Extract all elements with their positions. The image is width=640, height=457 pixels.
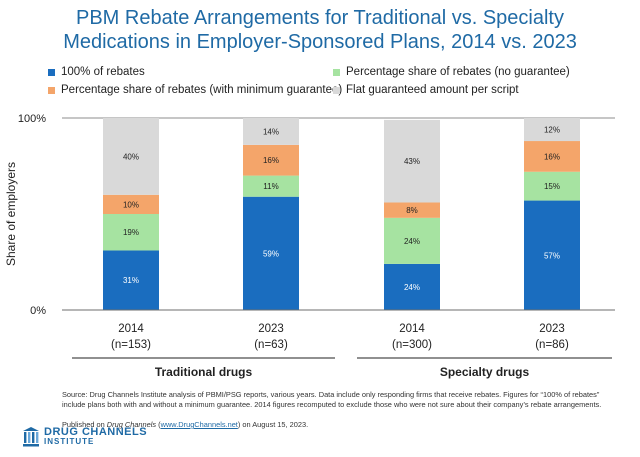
- legend-item-minimum-guarantee: Percentage share of rebates (with minimu…: [48, 84, 342, 96]
- bar-segment: [384, 202, 440, 218]
- data-label: 59%: [263, 249, 279, 258]
- title-line-2: Medications in Employer-Sponsored Plans,…: [63, 31, 577, 53]
- x-tick-label-year: 2014: [118, 323, 144, 335]
- data-label: 24%: [404, 237, 420, 246]
- bar-segment: [243, 144, 299, 176]
- data-label: 57%: [544, 251, 560, 260]
- x-tick-label-year: 2014: [399, 323, 425, 335]
- legend-item-100-percent: 100% of rebates: [48, 66, 145, 78]
- y-axis-label: Share of employers: [4, 162, 18, 266]
- data-label: 10%: [123, 200, 139, 209]
- bar-segment: [524, 171, 580, 201]
- bar-segment: [103, 214, 159, 251]
- data-label: 24%: [404, 283, 420, 292]
- bar-segment: [524, 118, 580, 142]
- legend-item-flat-amount: Flat guaranteed amount per script: [333, 84, 519, 96]
- bar-segment: [524, 200, 580, 310]
- legend-swatch: [48, 68, 55, 76]
- logo-line-2: INSTITUTE: [44, 437, 95, 446]
- x-tick-label-n: (n=153): [111, 339, 151, 351]
- data-label: 31%: [123, 276, 139, 285]
- bar-segment: [524, 141, 580, 172]
- bar-segment: [243, 175, 299, 197]
- x-tick-label-year: 2023: [258, 323, 284, 335]
- bar-segment: [384, 119, 440, 203]
- data-label: 19%: [123, 228, 139, 237]
- bar-segment: [103, 250, 159, 310]
- published-note: Published on Drug Channels (www.DrugChan…: [62, 420, 309, 429]
- legend-label: Percentage share of rebates (no guarante…: [346, 66, 570, 78]
- data-label: 40%: [123, 152, 139, 161]
- legend-item-no-guarantee: Percentage share of rebates (no guarante…: [333, 66, 570, 78]
- y-tick-label: 100%: [18, 113, 46, 125]
- legend-swatch: [333, 68, 340, 76]
- legend-label: Percentage share of rebates (with minimu…: [61, 84, 343, 96]
- chart-title: PBM Rebate Arrangements for Traditional …: [0, 6, 640, 54]
- data-label: 16%: [544, 152, 560, 161]
- legend-label: 100% of rebates: [61, 66, 145, 78]
- data-label: 15%: [544, 182, 560, 191]
- bar-segment: [384, 263, 440, 310]
- published-prefix: Published on: [62, 420, 107, 429]
- legend-swatch: [333, 86, 340, 94]
- legend-swatch: [48, 86, 55, 94]
- legend-label: Flat guaranteed amount per script: [346, 84, 519, 96]
- data-label: 12%: [544, 126, 560, 135]
- bar-segment: [384, 217, 440, 264]
- drug-channels-institute-logo: DRUG CHANNELS INSTITUTE: [22, 426, 147, 448]
- bar-segment: [103, 118, 159, 195]
- website-link[interactable]: www.DrugChannels.net: [160, 420, 238, 429]
- x-tick-label-n: (n=63): [254, 339, 288, 351]
- source-note: Source: Drug Channels Institute analysis…: [62, 390, 602, 409]
- bar-segment: [103, 194, 159, 214]
- data-label: 16%: [263, 156, 279, 165]
- bar-segment: [243, 118, 299, 145]
- group-label: Traditional drugs: [155, 365, 253, 379]
- logo-line-1: DRUG CHANNELS: [44, 426, 148, 438]
- logo-icon: [23, 427, 39, 447]
- data-label: 14%: [263, 127, 279, 136]
- x-tick-label-n: (n=86): [535, 339, 569, 351]
- data-label: 11%: [263, 182, 278, 191]
- data-label: 43%: [404, 157, 420, 166]
- data-label: 8%: [406, 206, 418, 215]
- y-tick-label: 0%: [30, 305, 46, 317]
- group-label: Specialty drugs: [440, 365, 530, 379]
- title-line-1: PBM Rebate Arrangements for Traditional …: [75, 7, 564, 29]
- x-tick-label-year: 2023: [539, 323, 565, 335]
- bar-segment: [243, 196, 299, 310]
- published-suffix: on August 15, 2023.: [240, 420, 309, 429]
- x-tick-label-n: (n=300): [392, 339, 432, 351]
- publication-name: Drug Channels: [106, 420, 157, 429]
